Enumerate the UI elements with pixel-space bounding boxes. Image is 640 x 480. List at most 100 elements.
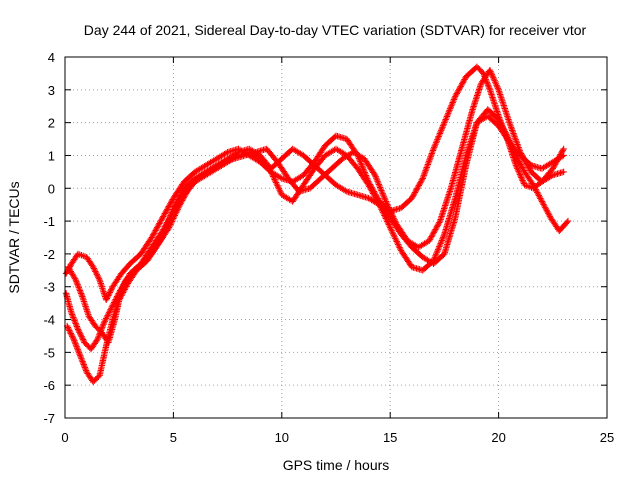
data-point-track-d (75, 282, 82, 290)
data-point-track-d (233, 153, 241, 160)
data-point-track-d (439, 235, 446, 243)
data-point-track-d (530, 181, 537, 189)
data-point-track-c (521, 157, 529, 164)
data-point-track-c (388, 210, 395, 217)
data-point-track-c (78, 355, 85, 362)
data-point-track-c (429, 230, 437, 237)
data-point-track-d (541, 202, 548, 210)
data-point-track-a (104, 293, 111, 301)
data-point-track-c (520, 154, 527, 161)
data-point-track-d (165, 216, 172, 223)
data-point-track-c (488, 69, 495, 77)
data-point-track-a (148, 234, 155, 241)
data-point-track-b (95, 333, 102, 340)
data-point-track-d (396, 244, 403, 251)
data-point-track-a (161, 210, 169, 217)
data-point-track-a (421, 169, 429, 176)
data-point-track-d (76, 285, 83, 293)
data-point-track-a (516, 171, 524, 178)
data-point-track-a (410, 192, 417, 199)
data-point-track-d (395, 242, 403, 250)
data-point-track-d (371, 193, 378, 200)
data-point-track-a (422, 165, 430, 173)
data-point-track-a (91, 266, 98, 274)
data-point-track-a (440, 120, 447, 128)
y-tick-label: 1 (48, 148, 55, 163)
data-point-track-c (374, 178, 381, 185)
data-point-track-d (532, 186, 539, 193)
data-point-track-a (62, 270, 70, 277)
data-point-track-a (437, 128, 444, 136)
data-point-track-d (121, 280, 128, 288)
data-point-track-d (517, 161, 524, 168)
data-point-track-a (445, 108, 453, 116)
data-point-track-c (380, 193, 388, 200)
data-point-track-d (119, 283, 127, 291)
data-point-track-d (381, 212, 388, 219)
data-point-track-a (442, 116, 449, 123)
data-point-track-a (485, 83, 492, 91)
data-point-track-c (378, 187, 385, 194)
data-point-track-d (535, 192, 543, 199)
data-point-track-d (392, 235, 399, 242)
data-point-track-b (73, 323, 81, 330)
data-point-track-c (556, 152, 563, 160)
data-point-track-c (67, 330, 74, 337)
data-point-track-a (108, 286, 115, 293)
data-point-track-b (71, 318, 79, 326)
data-point-track-a (93, 271, 100, 278)
data-point-track-c (426, 237, 433, 244)
data-point-track-a (92, 269, 100, 277)
data-point-track-a (95, 275, 103, 282)
data-point-track-a (457, 83, 464, 90)
data-point-track-a (155, 221, 162, 229)
data-point-track-d (533, 187, 540, 195)
data-point-track-a (150, 231, 157, 238)
data-point-track-a (454, 88, 461, 96)
data-point-track-d (519, 165, 527, 173)
data-point-track-a (486, 85, 493, 92)
data-point-track-c (551, 162, 558, 169)
data-point-track-d (502, 129, 509, 136)
data-point-track-c (370, 170, 378, 177)
data-point-track-c (72, 342, 80, 349)
data-point-track-c (64, 324, 72, 331)
data-point-track-a (455, 87, 462, 94)
data-point-track-c (378, 188, 386, 196)
data-point-track-c (82, 365, 89, 373)
data-point-track-d (369, 190, 377, 197)
data-point-track-a (435, 133, 442, 140)
data-point-track-a (94, 272, 101, 279)
data-point-track-c (74, 344, 81, 352)
data-point-track-c (514, 142, 522, 150)
data-point-track-b (69, 312, 76, 320)
data-point-track-d (516, 159, 524, 167)
data-point-track-c (371, 171, 379, 179)
data-point-track-a (153, 224, 161, 231)
data-point-track-d (125, 273, 132, 280)
data-point-track-a (357, 159, 365, 167)
data-point-track-d (392, 236, 400, 244)
data-point-track-c (512, 136, 519, 143)
y-tick-labels: -7 -6 -5 -4 -3 -2 -1 0 1 2 3 4 (43, 50, 55, 426)
data-point-track-d (436, 243, 443, 250)
data-point-track-a (438, 127, 445, 134)
data-point-track-a (458, 81, 465, 89)
data-point-track-b (76, 329, 83, 336)
data-point-track-c (515, 145, 523, 153)
data-point-track-a (439, 122, 447, 129)
data-point-track-d (166, 215, 173, 222)
data-point-track-a (512, 162, 520, 169)
data-point-track-d (431, 254, 439, 261)
x-tick-label: 25 (600, 430, 614, 445)
data-point-track-c (559, 147, 567, 154)
data-point-track-a (441, 119, 448, 126)
data-point-track-d (368, 187, 375, 194)
data-point-track-d (389, 229, 396, 236)
data-point-track-c (507, 124, 515, 131)
data-point-track-a (517, 172, 524, 180)
data-point-track-a (106, 289, 114, 296)
data-point-track-a (166, 201, 173, 209)
data-point-track-a (107, 287, 114, 295)
data-point-track-d (545, 210, 552, 217)
